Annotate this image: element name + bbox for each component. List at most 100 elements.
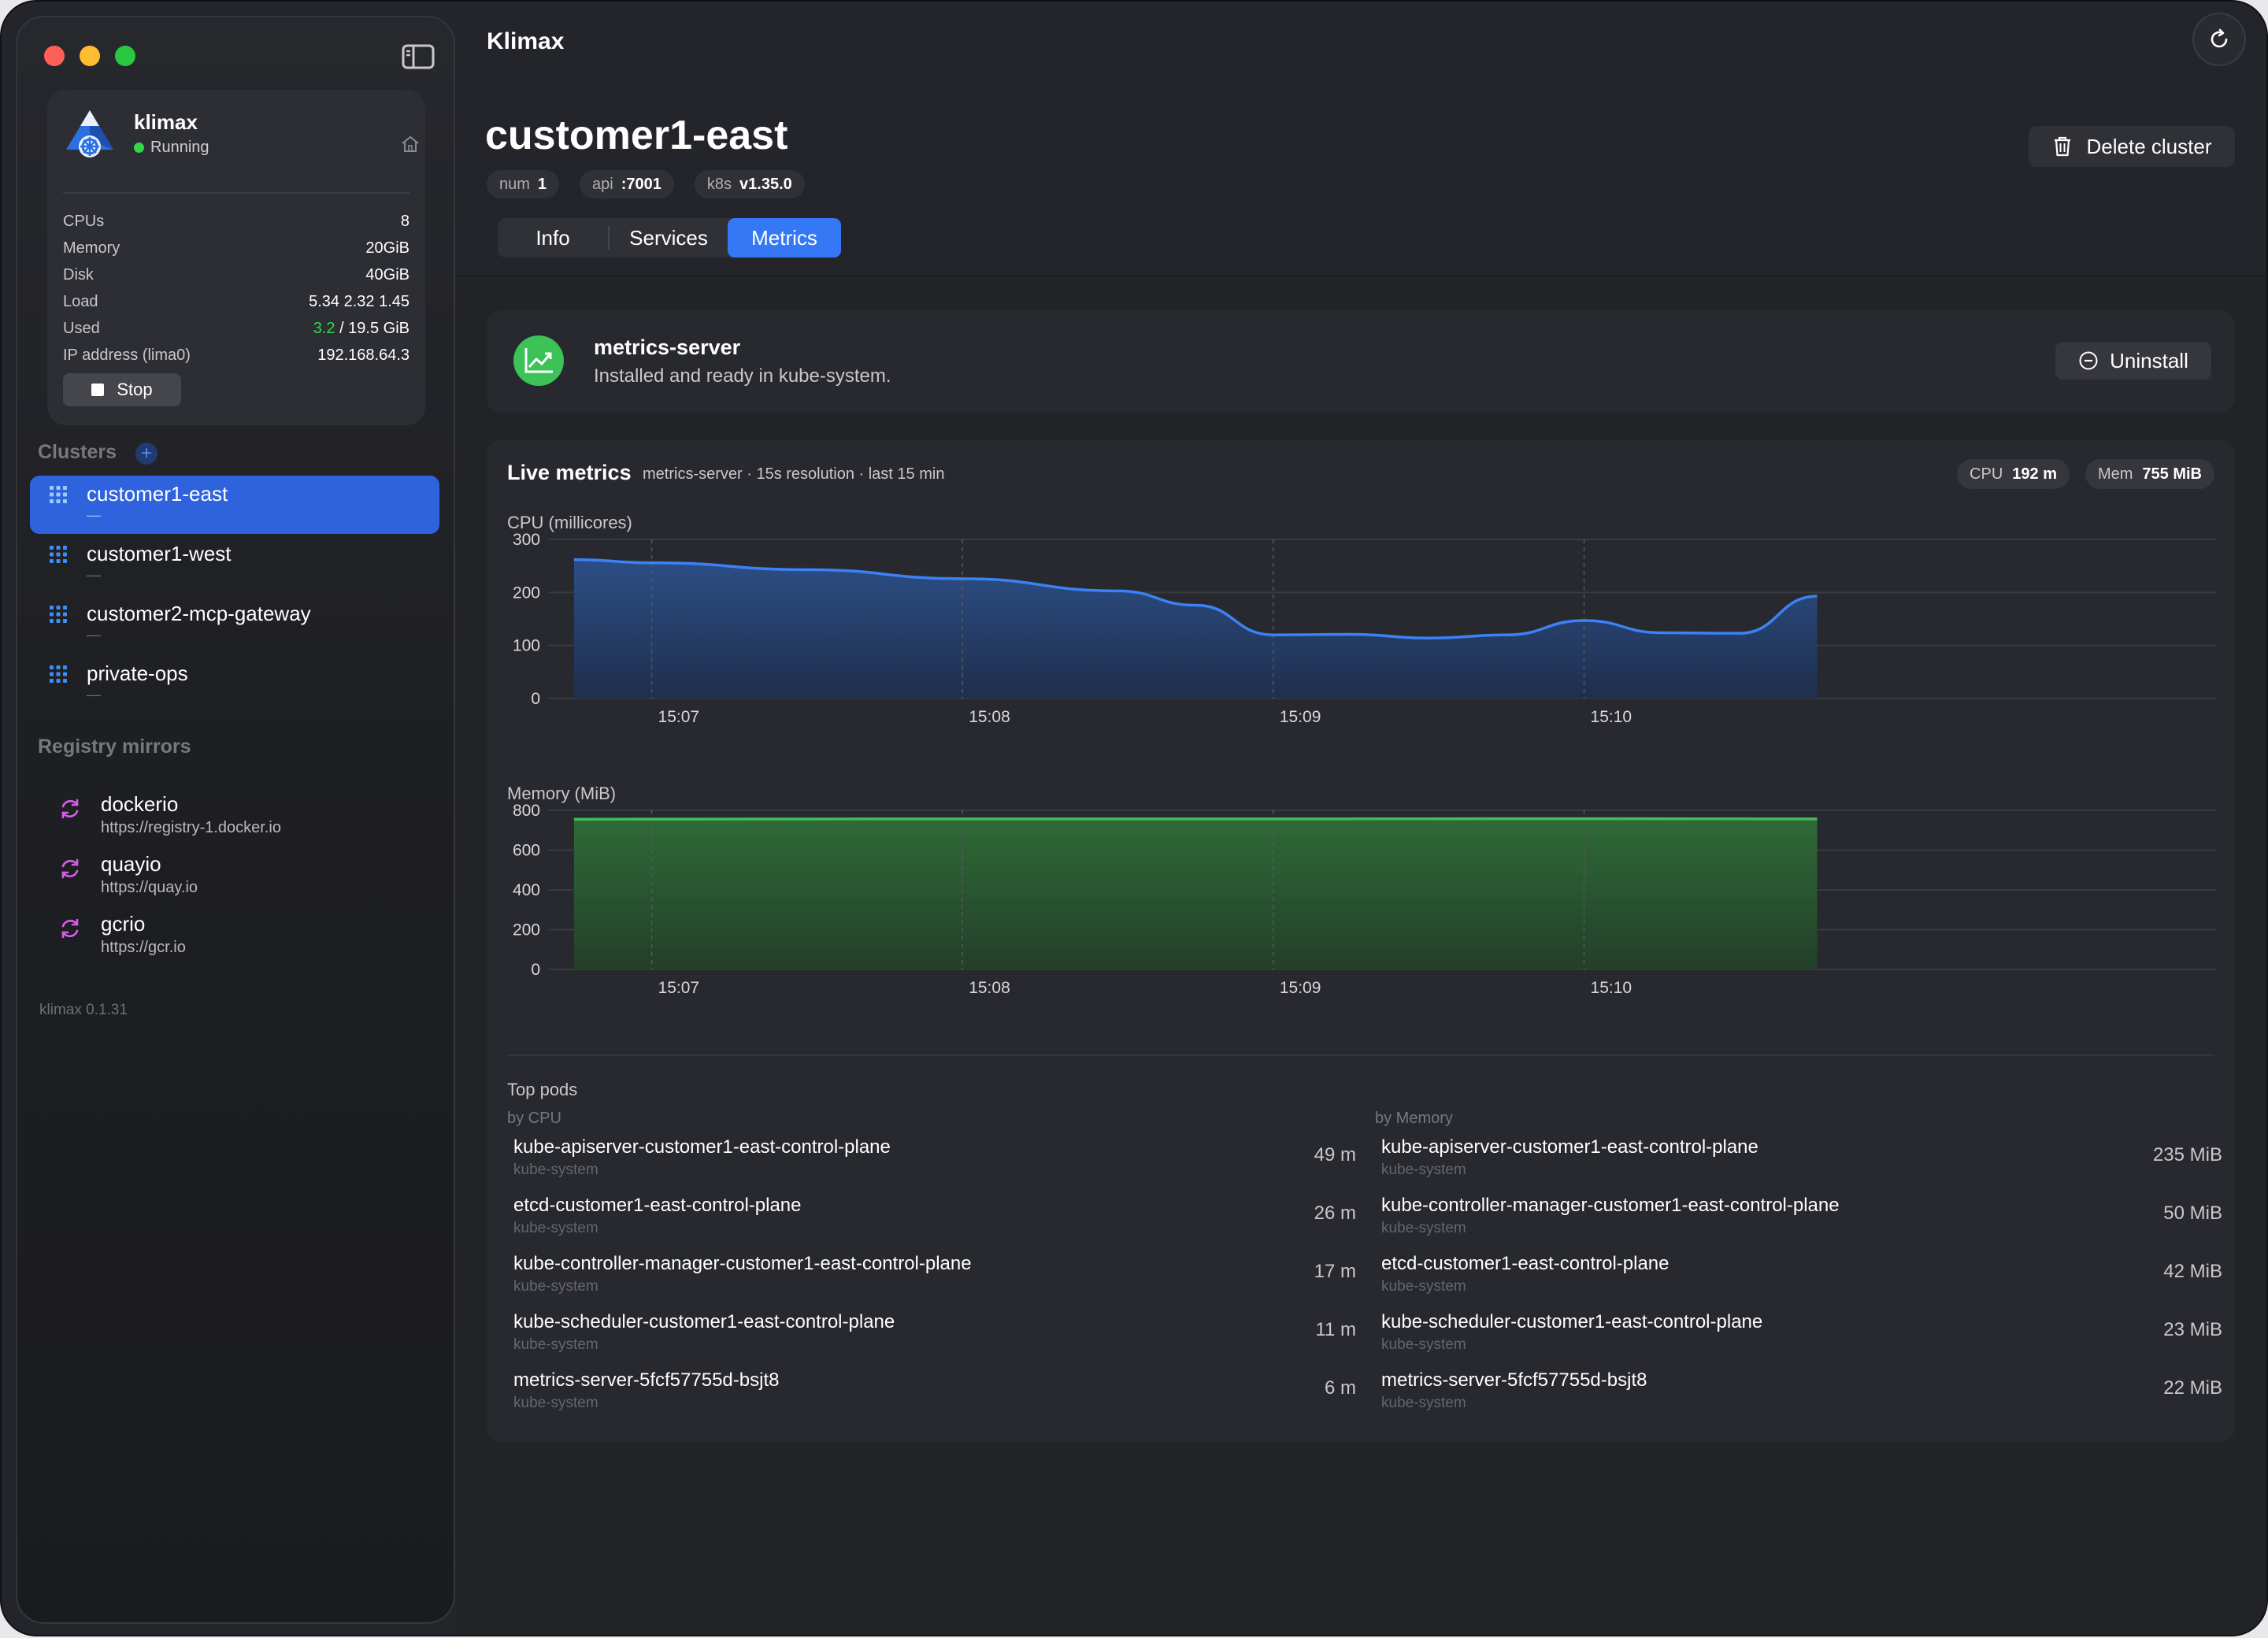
- y-tick-label: 0: [531, 690, 540, 708]
- mirror-url: https://gcr.io: [101, 939, 186, 956]
- sidebar-item-customer2-mcp-gateway[interactable]: customer2-mcp-gateway —: [30, 595, 439, 654]
- pod-namespace: kube-system: [513, 1336, 598, 1353]
- cpu-chart-ylabel: CPU (millicores): [507, 513, 632, 532]
- delete-cluster-label: Delete cluster: [2086, 134, 2212, 158]
- grid-icon: [50, 665, 67, 683]
- grid-icon: [50, 606, 67, 623]
- pod-row: metrics-server-5fcf57755d-bsjt8 kube-syst…: [1375, 1368, 2222, 1426]
- mirror-item-dockerio[interactable]: dockerio https://registry-1.docker.io: [30, 789, 439, 847]
- page-title: customer1-east: [485, 113, 788, 158]
- pod-value: 49 m: [1314, 1144, 1356, 1166]
- pod-row: kube-controller-manager-customer1-east-c…: [1375, 1193, 2222, 1251]
- main-panel: Klimax customer1-east num 1 api:7001 k8s v…: [457, 2, 2266, 1635]
- mirror-item-gcrio[interactable]: gcrio https://gcr.io: [30, 909, 439, 967]
- add-cluster-button[interactable]: +: [135, 443, 158, 465]
- vm-row-cpus: CPUs 8: [63, 208, 410, 235]
- series-area: [573, 818, 1818, 969]
- cluster-sub: —: [87, 567, 101, 583]
- pod-name: etcd-customer1-east-control-plane: [1381, 1253, 1670, 1274]
- pod-value: 22 MiB: [2163, 1377, 2222, 1399]
- x-tick-label: 15:07: [658, 708, 700, 726]
- pod-value: 23 MiB: [2163, 1319, 2222, 1340]
- vm-status-text: Running: [150, 139, 209, 156]
- pod-value: 17 m: [1314, 1261, 1356, 1282]
- divider: [63, 192, 410, 194]
- live-metrics-title: Live metrics: [507, 461, 632, 484]
- live-metrics-card: Live metrics metrics-server · 15s resolu…: [487, 440, 2235, 1442]
- pod-value: 6 m: [1324, 1377, 1356, 1399]
- tab-info[interactable]: Info: [536, 225, 570, 250]
- vm-card: klimax Running CPUs 8 Memory 20GiB: [47, 90, 425, 425]
- x-tick-label: 15:09: [1280, 979, 1321, 997]
- mirror-item-quayio[interactable]: quayio https://quay.io: [30, 849, 439, 907]
- tag-label: k8s: [706, 175, 732, 193]
- series-line: [573, 817, 1818, 821]
- app-title: Klimax: [487, 28, 565, 54]
- pod-name: kube-controller-manager-customer1-east-c…: [1381, 1195, 1840, 1216]
- home-icon[interactable]: [400, 134, 421, 154]
- y-tick-label: 200: [513, 584, 540, 602]
- pod-name: kube-apiserver-customer1-east-control-pl…: [513, 1136, 891, 1158]
- cluster-sub: —: [87, 627, 101, 643]
- chart-trend-icon: [513, 335, 564, 386]
- pod-row: metrics-server-5fcf57755d-bsjt8 kube-syst…: [507, 1368, 1356, 1426]
- uninstall-label: Uninstall: [2110, 348, 2188, 372]
- stat-label: Used: [63, 319, 100, 337]
- sidebar-item-private-ops[interactable]: private-ops —: [30, 655, 439, 713]
- zoom-window-button[interactable]: [115, 46, 135, 66]
- stop-icon: [91, 384, 105, 396]
- tag-value: v1.35.0: [739, 175, 792, 193]
- delete-cluster-button[interactable]: Delete cluster: [2029, 126, 2235, 167]
- divider: [507, 1054, 2214, 1056]
- tab-divider: [608, 226, 610, 250]
- x-tick-label: 15:09: [1280, 708, 1321, 726]
- sync-icon: [61, 918, 79, 939]
- pod-namespace: kube-system: [513, 1220, 598, 1236]
- tab-metrics[interactable]: Metrics: [728, 218, 841, 258]
- cluster-sub: —: [87, 507, 101, 523]
- metrics-server-card: metrics-server Installed and ready in ku…: [487, 310, 2235, 413]
- y-tick-label: 200: [513, 921, 540, 939]
- stat-value: 40GiB: [365, 265, 410, 284]
- cluster-name: customer1-east: [87, 482, 228, 506]
- tag-value: :7001: [621, 175, 662, 193]
- tag-label: num: [499, 175, 530, 193]
- metrics-server-subtitle: Installed and ready in kube-system.: [594, 365, 891, 387]
- used-value: 3.2: [313, 319, 335, 337]
- pod-name: metrics-server-5fcf57755d-bsjt8: [513, 1369, 780, 1391]
- vm-row-disk: Disk 40GiB: [63, 261, 410, 288]
- x-tick-label: 15:08: [969, 708, 1010, 726]
- refresh-button[interactable]: [2192, 13, 2246, 66]
- tab-services[interactable]: Services: [629, 225, 708, 250]
- stop-vm-button[interactable]: Stop: [63, 373, 181, 406]
- pod-namespace: kube-system: [513, 1278, 598, 1295]
- sidebar-item-customer1-west[interactable]: customer1-west —: [30, 536, 439, 594]
- close-window-button[interactable]: [44, 46, 65, 66]
- pod-value: 26 m: [1314, 1203, 1356, 1224]
- metrics-server-title: metrics-server: [594, 335, 741, 359]
- memory-chart: 0 200 400 600 800 15:07 15:08 15:09 15:10: [513, 802, 2216, 997]
- total-value: / 19.5 GiB: [339, 319, 410, 337]
- pod-namespace: kube-system: [513, 1395, 598, 1411]
- vm-row-ip: IP address (lima0) 192.168.64.3: [63, 342, 410, 369]
- window-controls: [44, 46, 135, 66]
- grid-icon: [50, 486, 67, 503]
- y-tick-label: 300: [513, 531, 540, 549]
- sidebar-item-customer1-east[interactable]: customer1-east —: [30, 476, 439, 534]
- status-dot-icon: [134, 143, 144, 153]
- cpu-chart: 0 100 200 300 15:07 15:08 15:09 15:10: [513, 531, 2216, 726]
- y-tick-label: 600: [513, 842, 540, 860]
- minus-circle-icon: [2079, 351, 2098, 370]
- tag-api: api:7001: [580, 170, 674, 198]
- vm-row-used: Used 3.2 / 19.5 GiB: [63, 315, 410, 342]
- stat-value: 8: [400, 212, 410, 230]
- minimize-window-button[interactable]: [80, 46, 100, 66]
- pod-name: metrics-server-5fcf57755d-bsjt8: [1381, 1369, 1647, 1391]
- top-pods-title: Top pods: [507, 1080, 578, 1099]
- pod-row: etcd-customer1-east-control-plane kube-sy…: [507, 1193, 1356, 1251]
- sidebar-toggle-icon[interactable]: [402, 44, 435, 69]
- pod-name: kube-scheduler-customer1-east-control-pl…: [513, 1311, 895, 1332]
- uninstall-button[interactable]: Uninstall: [2055, 342, 2211, 380]
- vm-row-memory: Memory 20GiB: [63, 235, 410, 261]
- series-area: [573, 559, 1818, 699]
